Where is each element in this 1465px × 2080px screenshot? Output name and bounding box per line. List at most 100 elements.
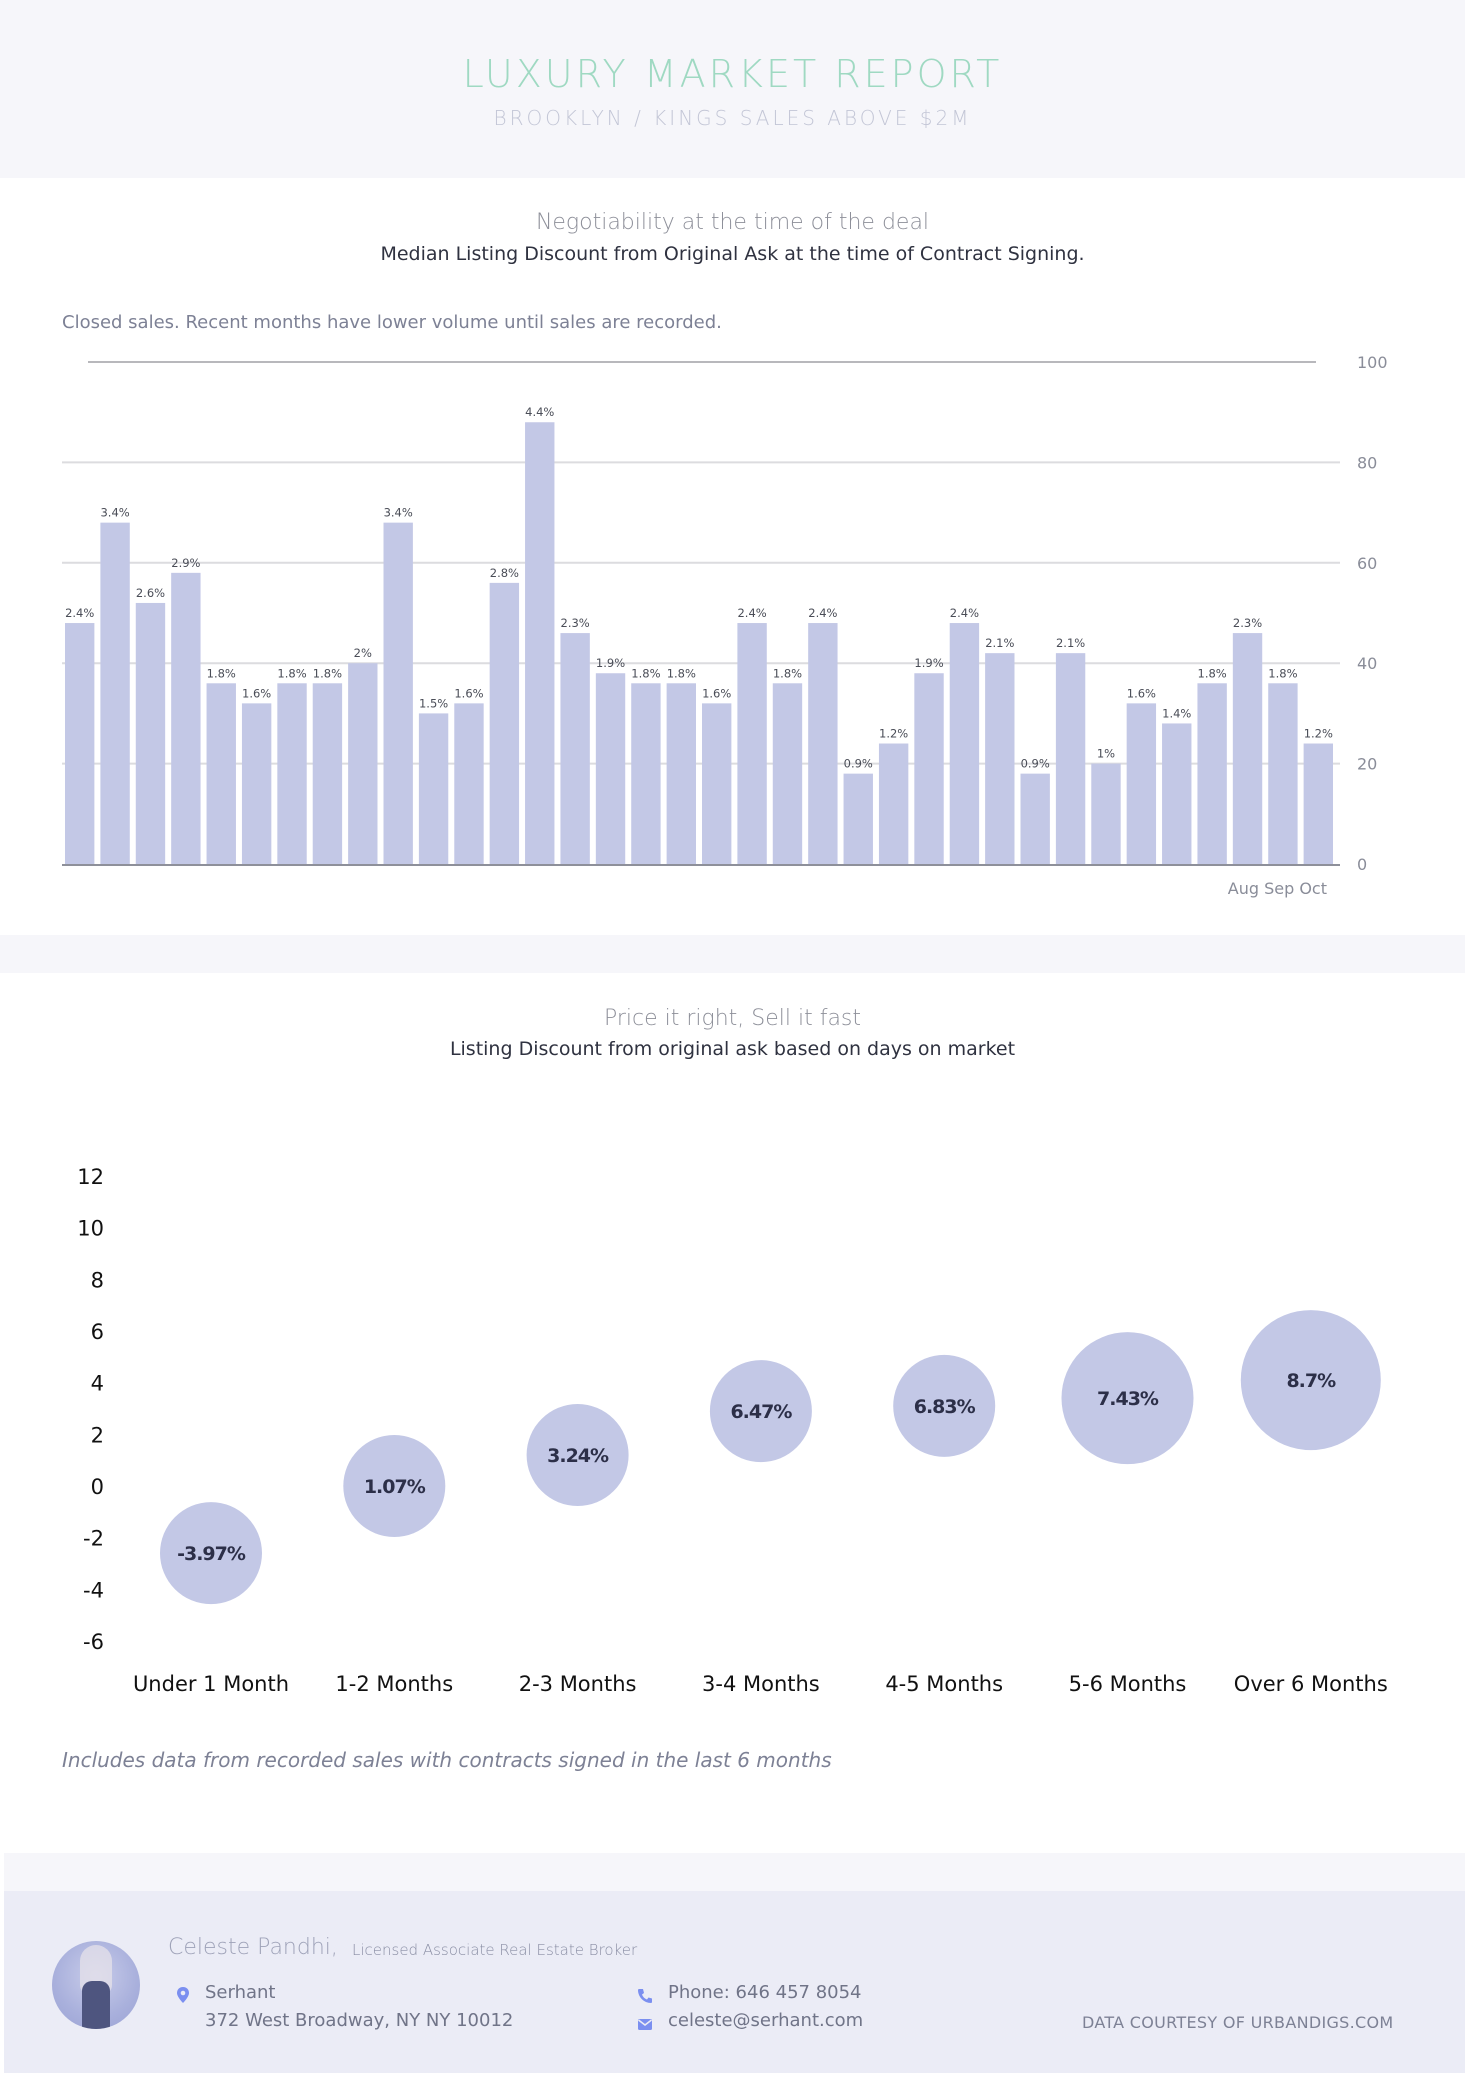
bar-value-label: 1% bbox=[1097, 747, 1115, 761]
bubble bbox=[1240, 1310, 1381, 1451]
y-tick-label: 4 bbox=[91, 1372, 104, 1396]
bar bbox=[65, 623, 95, 864]
bubble-chart-footnote: Includes data from recorded sales with c… bbox=[62, 1748, 832, 1772]
bar-chart-title: Negotiability at the time of the deal bbox=[535, 210, 930, 235]
bar bbox=[312, 683, 343, 864]
data-courtesy[interactable]: DATA COURTESY OF URBANDIGS.COM bbox=[1082, 2013, 1394, 2032]
y-tick-label: 80 bbox=[1357, 453, 1377, 472]
bar bbox=[631, 683, 661, 864]
bar bbox=[171, 572, 201, 864]
bar-value-label: 2.6% bbox=[136, 586, 165, 600]
bar bbox=[277, 683, 307, 864]
bar-value-label: 4.4% bbox=[525, 405, 554, 419]
bar bbox=[1020, 773, 1050, 864]
bar bbox=[1303, 743, 1333, 864]
y-tick-label: -2 bbox=[83, 1527, 104, 1551]
bar bbox=[525, 422, 555, 864]
bubble-value-label: 6.83% bbox=[914, 1396, 976, 1418]
bubble bbox=[1061, 1332, 1194, 1465]
bar-value-label: 2% bbox=[354, 646, 372, 660]
report-subtitle: BROOKLYN / KINGS SALES ABOVE $2M bbox=[493, 106, 972, 130]
y-tick-label: 10 bbox=[77, 1217, 104, 1241]
phone-link[interactable]: Phone: 646 457 8054 bbox=[668, 1982, 862, 2003]
bar-value-label: 1.8% bbox=[773, 666, 802, 680]
bar bbox=[1268, 683, 1298, 864]
email-link[interactable]: celeste@serhant.com bbox=[668, 2010, 864, 2031]
bar-value-label: 1.6% bbox=[454, 686, 483, 700]
y-tick-label: -6 bbox=[83, 1630, 104, 1654]
bar bbox=[206, 683, 236, 864]
bar bbox=[1197, 683, 1227, 864]
report-header: LUXURY MARKET REPORT BROOKLYN / KINGS SA… bbox=[0, 0, 1465, 178]
x-category-label: 1-2 Months bbox=[335, 1672, 453, 1696]
office-address: 372 West Broadway, NY NY 10012 bbox=[205, 2010, 514, 2031]
bar bbox=[808, 623, 838, 864]
x-category-label: 5-6 Months bbox=[1069, 1672, 1187, 1696]
bubble bbox=[526, 1404, 629, 1506]
company-name: Serhant bbox=[205, 1982, 276, 2003]
bar-value-label: 2.4% bbox=[950, 606, 979, 620]
bar bbox=[1126, 703, 1157, 864]
bar-value-label: 2.9% bbox=[171, 556, 200, 570]
bar bbox=[772, 683, 803, 864]
bar bbox=[1055, 653, 1086, 864]
agent-role: Licensed Associate Real Estate Broker bbox=[352, 1941, 638, 1959]
bar bbox=[383, 522, 413, 864]
bar-value-label: 1.4% bbox=[1162, 706, 1191, 720]
bubble-chart-title: Price it right, Sell it fast bbox=[603, 1006, 862, 1031]
bar-value-label: 1.8% bbox=[631, 666, 660, 680]
bubble-value-label: 3.24% bbox=[547, 1445, 609, 1467]
bar bbox=[666, 683, 696, 864]
bar-value-label: 0.9% bbox=[844, 757, 873, 771]
bar-value-label: 1.5% bbox=[419, 696, 448, 710]
agent-name: Celeste Pandhi, bbox=[168, 1935, 338, 1960]
bar-value-label: 2.4% bbox=[808, 606, 837, 620]
x-category-label: Over 6 Months bbox=[1234, 1672, 1388, 1696]
y-tick-label: -4 bbox=[83, 1578, 104, 1602]
bar-value-label: 2.8% bbox=[490, 566, 519, 580]
bubble-value-label: 7.43% bbox=[1097, 1388, 1159, 1410]
bar bbox=[454, 703, 484, 864]
bar-value-label: 1.6% bbox=[242, 686, 271, 700]
y-tick-label: 100 bbox=[1357, 353, 1388, 372]
bar bbox=[135, 602, 166, 864]
bubble-value-label: 8.7% bbox=[1286, 1370, 1336, 1392]
y-tick-label: 0 bbox=[1357, 855, 1367, 874]
bar-value-label: 1.8% bbox=[1198, 666, 1227, 680]
bar-chart-note: Closed sales. Recent months have lower v… bbox=[62, 312, 722, 333]
bubble bbox=[160, 1502, 262, 1605]
x-category-label: 2-3 Months bbox=[519, 1672, 637, 1696]
bubble bbox=[709, 1360, 812, 1463]
bubble-value-label: 1.07% bbox=[364, 1476, 426, 1498]
bar bbox=[560, 633, 590, 864]
bar bbox=[348, 663, 378, 864]
x-category-label: Under 1 Month bbox=[133, 1672, 289, 1696]
bar-value-label: 1.8% bbox=[313, 666, 342, 680]
x-tick-labels: Aug Sep Oct bbox=[1228, 879, 1327, 898]
bubble-value-label: -3.97% bbox=[177, 1543, 246, 1565]
bar bbox=[878, 743, 909, 864]
x-category-label: 4-5 Months bbox=[885, 1672, 1003, 1696]
y-tick-label: 6 bbox=[91, 1320, 104, 1344]
bar bbox=[914, 673, 944, 864]
envelope-icon bbox=[638, 2019, 652, 2030]
y-tick-label: 12 bbox=[77, 1165, 104, 1189]
bar bbox=[418, 713, 449, 864]
bar-value-label: 1.6% bbox=[702, 686, 731, 700]
y-tick-label: 8 bbox=[91, 1268, 104, 1292]
bar bbox=[241, 703, 272, 864]
bar-value-label: 2.1% bbox=[1056, 636, 1085, 650]
bar bbox=[702, 703, 732, 864]
bar-value-label: 3.4% bbox=[384, 506, 413, 520]
avatar-body bbox=[82, 1981, 110, 2029]
bar-value-label: 2.3% bbox=[1233, 616, 1262, 630]
bar-value-label: 2.3% bbox=[561, 616, 590, 630]
y-tick-label: 40 bbox=[1357, 654, 1377, 673]
bar-value-label: 1.8% bbox=[207, 666, 236, 680]
bar-value-label: 2.4% bbox=[65, 606, 94, 620]
bar-value-label: 1.8% bbox=[1268, 666, 1297, 680]
bar-value-label: 1.9% bbox=[596, 656, 625, 670]
y-tick-label: 2 bbox=[91, 1423, 104, 1447]
bar-value-label: 1.2% bbox=[879, 727, 908, 741]
bar bbox=[489, 582, 520, 864]
